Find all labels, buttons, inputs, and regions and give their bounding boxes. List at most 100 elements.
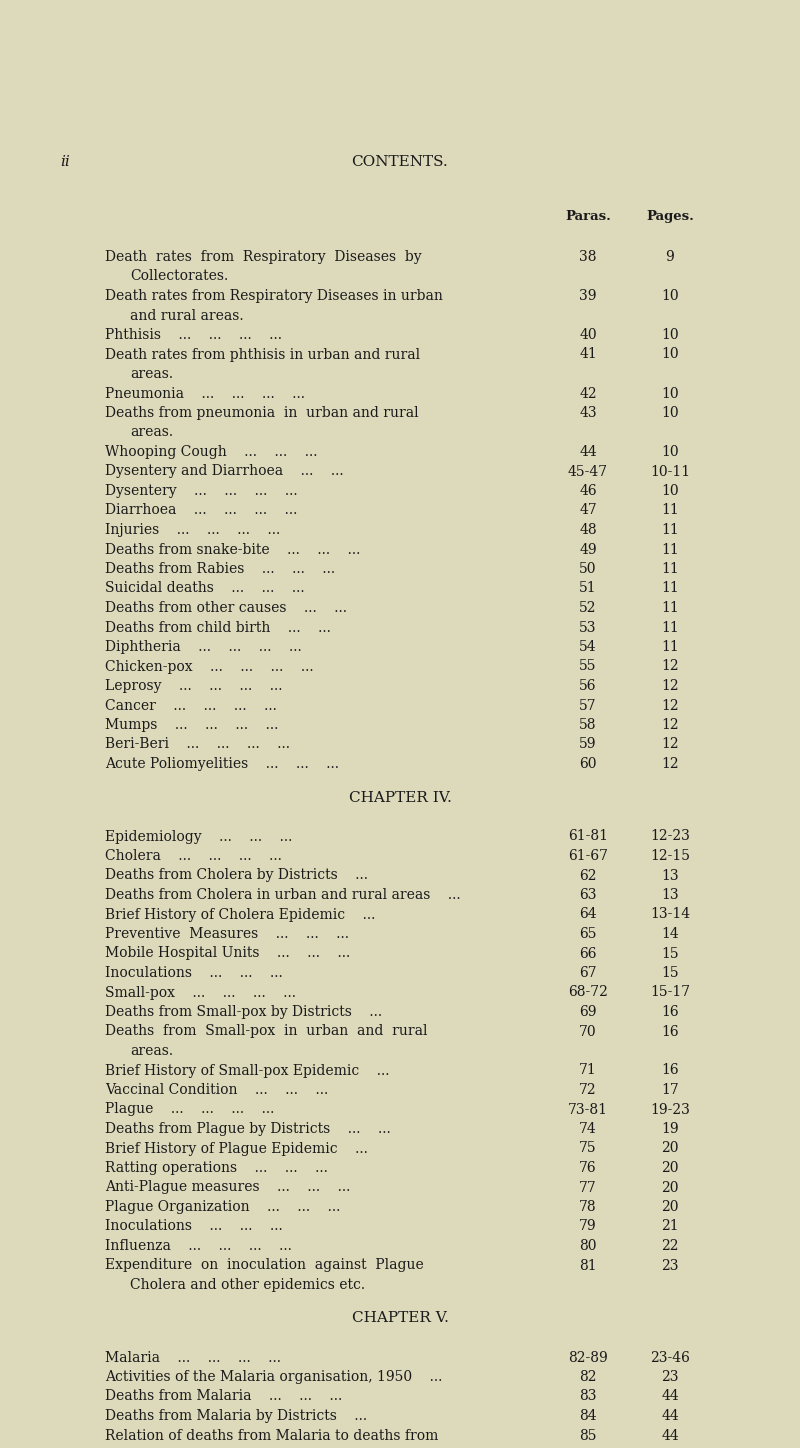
Text: Death rates from phthisis in urban and rural: Death rates from phthisis in urban and r… bbox=[105, 348, 420, 362]
Text: 67: 67 bbox=[579, 966, 597, 980]
Text: Death rates from Respiratory Diseases in urban: Death rates from Respiratory Diseases in… bbox=[105, 290, 443, 303]
Text: 12: 12 bbox=[661, 737, 679, 752]
Text: CHAPTER V.: CHAPTER V. bbox=[351, 1312, 449, 1325]
Text: 20: 20 bbox=[662, 1180, 678, 1195]
Text: Death  rates  from  Respiratory  Diseases  by: Death rates from Respiratory Diseases by bbox=[105, 251, 422, 264]
Text: 42: 42 bbox=[579, 387, 597, 401]
Text: 40: 40 bbox=[579, 329, 597, 342]
Text: Plague Organization    ...    ...    ...: Plague Organization ... ... ... bbox=[105, 1200, 340, 1213]
Text: 12: 12 bbox=[661, 757, 679, 770]
Text: 82: 82 bbox=[579, 1370, 597, 1384]
Text: 44: 44 bbox=[579, 445, 597, 459]
Text: Anti-Plague measures    ...    ...    ...: Anti-Plague measures ... ... ... bbox=[105, 1180, 350, 1195]
Text: Inoculations    ...    ...    ...: Inoculations ... ... ... bbox=[105, 1219, 282, 1234]
Text: 45-47: 45-47 bbox=[568, 465, 608, 478]
Text: 70: 70 bbox=[579, 1025, 597, 1038]
Text: 20: 20 bbox=[662, 1141, 678, 1156]
Text: Phthisis    ...    ...    ...    ...: Phthisis ... ... ... ... bbox=[105, 329, 282, 342]
Text: 9: 9 bbox=[666, 251, 674, 264]
Text: 58: 58 bbox=[579, 718, 597, 733]
Text: 44: 44 bbox=[661, 1409, 679, 1423]
Text: Brief History of Cholera Epidemic    ...: Brief History of Cholera Epidemic ... bbox=[105, 908, 375, 921]
Text: 77: 77 bbox=[579, 1180, 597, 1195]
Text: 41: 41 bbox=[579, 348, 597, 362]
Text: 48: 48 bbox=[579, 523, 597, 537]
Text: 66: 66 bbox=[579, 947, 597, 960]
Text: 11: 11 bbox=[661, 504, 679, 517]
Text: 65: 65 bbox=[579, 927, 597, 941]
Text: 60: 60 bbox=[579, 757, 597, 770]
Text: 52: 52 bbox=[579, 601, 597, 615]
Text: Preventive  Measures    ...    ...    ...: Preventive Measures ... ... ... bbox=[105, 927, 349, 941]
Text: 15: 15 bbox=[661, 947, 679, 960]
Text: Deaths from Cholera by Districts    ...: Deaths from Cholera by Districts ... bbox=[105, 869, 368, 882]
Text: 50: 50 bbox=[579, 562, 597, 576]
Text: 12: 12 bbox=[661, 718, 679, 733]
Text: 14: 14 bbox=[661, 927, 679, 941]
Text: 11: 11 bbox=[661, 523, 679, 537]
Text: Leprosy    ...    ...    ...    ...: Leprosy ... ... ... ... bbox=[105, 679, 282, 694]
Text: 20: 20 bbox=[662, 1200, 678, 1213]
Text: 13-14: 13-14 bbox=[650, 908, 690, 921]
Text: Activities of the Malaria organisation, 1950    ...: Activities of the Malaria organisation, … bbox=[105, 1370, 442, 1384]
Text: 47: 47 bbox=[579, 504, 597, 517]
Text: 82-89: 82-89 bbox=[568, 1351, 608, 1364]
Text: 55: 55 bbox=[579, 659, 597, 673]
Text: CHAPTER IV.: CHAPTER IV. bbox=[349, 791, 451, 805]
Text: 75: 75 bbox=[579, 1141, 597, 1156]
Text: 11: 11 bbox=[661, 582, 679, 595]
Text: Suicidal deaths    ...    ...    ...: Suicidal deaths ... ... ... bbox=[105, 582, 305, 595]
Text: 56: 56 bbox=[579, 679, 597, 694]
Text: Epidemiology    ...    ...    ...: Epidemiology ... ... ... bbox=[105, 830, 292, 844]
Text: 68-72: 68-72 bbox=[568, 986, 608, 999]
Text: Deaths from Plague by Districts    ...    ...: Deaths from Plague by Districts ... ... bbox=[105, 1122, 390, 1137]
Text: 11: 11 bbox=[661, 562, 679, 576]
Text: 23: 23 bbox=[662, 1258, 678, 1273]
Text: 72: 72 bbox=[579, 1083, 597, 1098]
Text: Expenditure  on  inoculation  against  Plague: Expenditure on inoculation against Plagu… bbox=[105, 1258, 424, 1273]
Text: 15-17: 15-17 bbox=[650, 986, 690, 999]
Text: 64: 64 bbox=[579, 908, 597, 921]
Text: 74: 74 bbox=[579, 1122, 597, 1137]
Text: 22: 22 bbox=[662, 1239, 678, 1253]
Text: 69: 69 bbox=[579, 1005, 597, 1019]
Text: Pneumonia    ...    ...    ...    ...: Pneumonia ... ... ... ... bbox=[105, 387, 305, 401]
Text: 12: 12 bbox=[661, 698, 679, 712]
Text: 78: 78 bbox=[579, 1200, 597, 1213]
Text: 49: 49 bbox=[579, 543, 597, 556]
Text: 15: 15 bbox=[661, 966, 679, 980]
Text: 10: 10 bbox=[661, 405, 679, 420]
Text: Beri-Beri    ...    ...    ...    ...: Beri-Beri ... ... ... ... bbox=[105, 737, 290, 752]
Text: Malaria    ...    ...    ...    ...: Malaria ... ... ... ... bbox=[105, 1351, 281, 1364]
Text: ii: ii bbox=[60, 155, 70, 169]
Text: 61-81: 61-81 bbox=[568, 830, 608, 844]
Text: Deaths from Malaria    ...    ...    ...: Deaths from Malaria ... ... ... bbox=[105, 1390, 342, 1403]
Text: 73-81: 73-81 bbox=[568, 1102, 608, 1116]
Text: Brief History of Small-pox Epidemic    ...: Brief History of Small-pox Epidemic ... bbox=[105, 1063, 390, 1077]
Text: 80: 80 bbox=[579, 1239, 597, 1253]
Text: Brief History of Plague Epidemic    ...: Brief History of Plague Epidemic ... bbox=[105, 1141, 368, 1156]
Text: 16: 16 bbox=[661, 1025, 679, 1038]
Text: Deaths from Malaria by Districts    ...: Deaths from Malaria by Districts ... bbox=[105, 1409, 367, 1423]
Text: 76: 76 bbox=[579, 1161, 597, 1174]
Text: Pages.: Pages. bbox=[646, 210, 694, 223]
Text: 19: 19 bbox=[661, 1122, 679, 1137]
Text: Whooping Cough    ...    ...    ...: Whooping Cough ... ... ... bbox=[105, 445, 318, 459]
Text: Inoculations    ...    ...    ...: Inoculations ... ... ... bbox=[105, 966, 282, 980]
Text: 13: 13 bbox=[661, 869, 679, 882]
Text: 62: 62 bbox=[579, 869, 597, 882]
Text: 10: 10 bbox=[661, 445, 679, 459]
Text: Deaths from Small-pox by Districts    ...: Deaths from Small-pox by Districts ... bbox=[105, 1005, 382, 1019]
Text: 19-23: 19-23 bbox=[650, 1102, 690, 1116]
Text: 10: 10 bbox=[661, 484, 679, 498]
Text: Influenza    ...    ...    ...    ...: Influenza ... ... ... ... bbox=[105, 1239, 292, 1253]
Text: 44: 44 bbox=[661, 1429, 679, 1442]
Text: Deaths from Cholera in urban and rural areas    ...: Deaths from Cholera in urban and rural a… bbox=[105, 888, 461, 902]
Text: 12-15: 12-15 bbox=[650, 849, 690, 863]
Text: 71: 71 bbox=[579, 1063, 597, 1077]
Text: Deaths  from  Small-pox  in  urban  and  rural: Deaths from Small-pox in urban and rural bbox=[105, 1025, 427, 1038]
Text: Injuries    ...    ...    ...    ...: Injuries ... ... ... ... bbox=[105, 523, 280, 537]
Text: Cholera    ...    ...    ...    ...: Cholera ... ... ... ... bbox=[105, 849, 282, 863]
Text: 10: 10 bbox=[661, 329, 679, 342]
Text: 54: 54 bbox=[579, 640, 597, 654]
